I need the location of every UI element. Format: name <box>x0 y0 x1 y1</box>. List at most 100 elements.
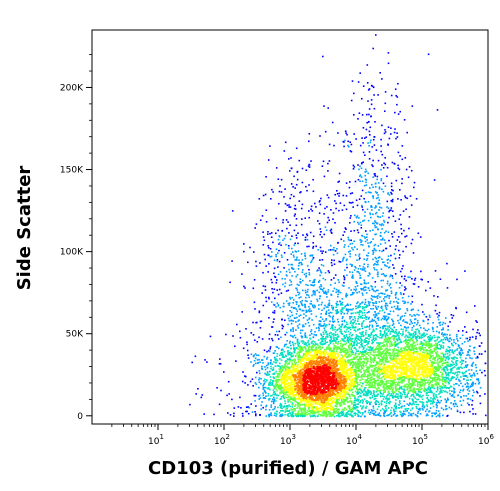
data-point <box>379 391 382 393</box>
data-point <box>276 359 279 362</box>
data-point <box>318 329 320 332</box>
data-point <box>357 390 359 392</box>
data-point <box>345 342 347 344</box>
data-point <box>421 405 424 408</box>
data-point <box>425 316 428 318</box>
data-point <box>289 315 292 318</box>
data-point <box>351 394 354 397</box>
data-point <box>415 388 418 390</box>
data-point <box>253 359 256 362</box>
data-point <box>325 311 328 314</box>
data-point <box>371 299 374 301</box>
data-point <box>370 103 373 106</box>
data-point <box>447 329 449 331</box>
data-point <box>282 310 284 313</box>
data-point <box>413 334 416 336</box>
data-point <box>371 249 374 252</box>
data-point <box>286 346 289 349</box>
data-point <box>287 314 289 317</box>
data-point <box>412 347 415 349</box>
data-point <box>369 242 372 244</box>
data-point <box>394 391 396 394</box>
data-point <box>338 328 341 330</box>
data-point <box>325 415 328 418</box>
data-point <box>458 370 460 373</box>
data-point <box>387 255 390 257</box>
data-point <box>258 310 261 313</box>
data-point <box>299 332 302 334</box>
data-point <box>393 301 395 303</box>
data-point <box>427 328 430 331</box>
data-point <box>303 415 305 418</box>
data-point <box>360 377 363 379</box>
data-point <box>427 399 429 401</box>
data-point <box>453 396 455 398</box>
data-point <box>399 338 401 341</box>
data-point <box>296 259 298 261</box>
data-point <box>463 411 465 414</box>
data-point <box>389 343 391 345</box>
data-point <box>368 289 371 292</box>
data-point <box>395 245 397 247</box>
data-point <box>315 327 318 329</box>
data-point <box>455 306 457 309</box>
data-point <box>358 342 360 344</box>
data-point <box>413 318 416 321</box>
data-point <box>284 319 286 322</box>
data-point <box>422 389 425 392</box>
data-point <box>419 236 422 238</box>
data-point <box>392 352 394 354</box>
data-point <box>294 250 297 252</box>
data-point <box>372 341 374 343</box>
data-point <box>332 315 334 317</box>
data-point <box>270 359 272 362</box>
data-point <box>469 349 471 352</box>
data-point <box>277 304 280 306</box>
data-point <box>471 363 474 365</box>
data-point <box>385 318 387 321</box>
data-point <box>347 337 350 340</box>
data-point <box>467 353 469 356</box>
data-point <box>349 243 352 245</box>
data-point <box>372 47 374 50</box>
data-point <box>324 342 326 345</box>
data-point <box>384 353 387 356</box>
data-point <box>271 381 274 384</box>
data-point <box>288 351 290 354</box>
data-point <box>431 337 433 339</box>
data-point <box>343 415 346 417</box>
data-point <box>322 160 325 163</box>
data-point <box>440 399 442 402</box>
data-point <box>453 383 455 386</box>
data-point <box>317 415 319 417</box>
data-point <box>356 229 359 231</box>
data-point <box>406 395 408 398</box>
data-point <box>225 333 227 336</box>
data-point <box>295 308 298 310</box>
data-point <box>350 414 353 416</box>
data-point <box>252 365 255 367</box>
data-point <box>347 236 349 239</box>
data-point <box>440 346 443 349</box>
data-point <box>445 374 448 376</box>
data-point <box>437 401 440 404</box>
data-point <box>378 403 380 406</box>
data-point <box>329 320 331 323</box>
data-point <box>360 176 363 178</box>
data-point <box>365 350 367 352</box>
data-point <box>299 345 302 348</box>
data-point <box>377 228 379 231</box>
data-point <box>363 346 365 349</box>
data-point <box>243 250 245 253</box>
data-point <box>360 389 362 391</box>
data-point <box>266 374 269 376</box>
data-point <box>269 347 271 350</box>
data-point <box>373 247 376 250</box>
data-point <box>368 346 371 349</box>
data-point <box>299 404 302 406</box>
data-point <box>434 340 436 342</box>
data-point <box>328 271 331 274</box>
data-point <box>472 328 474 331</box>
data-point <box>344 227 347 229</box>
data-point <box>374 338 377 340</box>
